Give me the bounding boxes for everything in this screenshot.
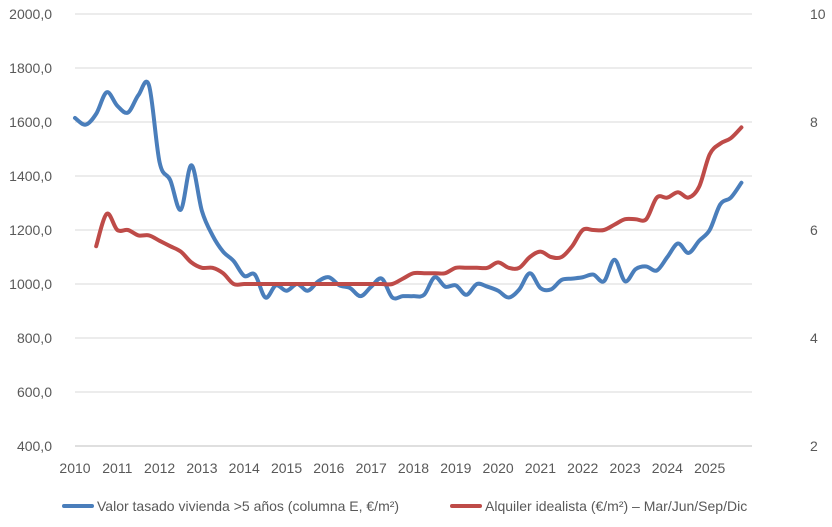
x-tick-label: 2015	[271, 460, 302, 476]
y-right-tick-label: 4	[810, 330, 818, 346]
x-tick-label: 2024	[652, 460, 683, 476]
y-right-tick-label: 2	[810, 438, 818, 454]
y-left-tick-label: 600,0	[17, 384, 52, 400]
y-right-tick-label: 8	[810, 114, 818, 130]
x-tick-label: 2017	[356, 460, 387, 476]
series-line-2	[94, 125, 744, 287]
x-tick-label: 2014	[229, 460, 260, 476]
x-tick-label: 2020	[483, 460, 514, 476]
y-left-tick-label: 1600,0	[9, 114, 52, 130]
y-right-tick-label: 6	[810, 222, 818, 238]
legend: Valor tasado vivienda >5 años (columna E…	[62, 498, 747, 514]
legend-label-series-1: Valor tasado vivienda >5 años (columna E…	[97, 498, 399, 514]
x-tick-label: 2016	[313, 460, 344, 476]
y-left-tick-label: 1000,0	[9, 276, 52, 292]
y-left-tick-label: 400,0	[17, 438, 52, 454]
y-axis-left: 400,0 600,0 800,0 1000,0 1200,0 1400,0 1600,0 1…	[9, 6, 52, 454]
series-lines	[73, 79, 744, 301]
x-tick-label: 2023	[609, 460, 640, 476]
x-axis: 2010 2011 2012 2013 2014 2015 2016 2017 2018 2019…	[59, 445, 752, 476]
x-tick-label: 2011	[102, 460, 132, 476]
y-left-tick-label: 1800,0	[9, 60, 52, 76]
y-axis-right: 2 4 6 8 10	[810, 6, 826, 454]
y-right-tick-label: 10	[810, 6, 826, 22]
gridlines	[75, 13, 752, 447]
x-tick-label: 2013	[186, 460, 217, 476]
y-left-tick-label: 2000,0	[9, 6, 52, 22]
x-tick-label: 2012	[144, 460, 175, 476]
x-tick-label: 2018	[398, 460, 429, 476]
legend-label-series-2: Alquiler idealista (€/m²) – Mar/Jun/Sep/…	[485, 498, 747, 514]
y-left-tick-label: 1200,0	[9, 222, 52, 238]
x-tick-label: 2019	[440, 460, 471, 476]
x-tick-label: 2022	[567, 460, 598, 476]
y-left-tick-label: 1400,0	[9, 168, 52, 184]
x-tick-label: 2025	[694, 460, 725, 476]
x-tick-label: 2021	[525, 460, 556, 476]
series-line-1	[73, 79, 744, 301]
y-left-tick-label: 800,0	[17, 330, 52, 346]
x-tick-label: 2010	[59, 460, 90, 476]
